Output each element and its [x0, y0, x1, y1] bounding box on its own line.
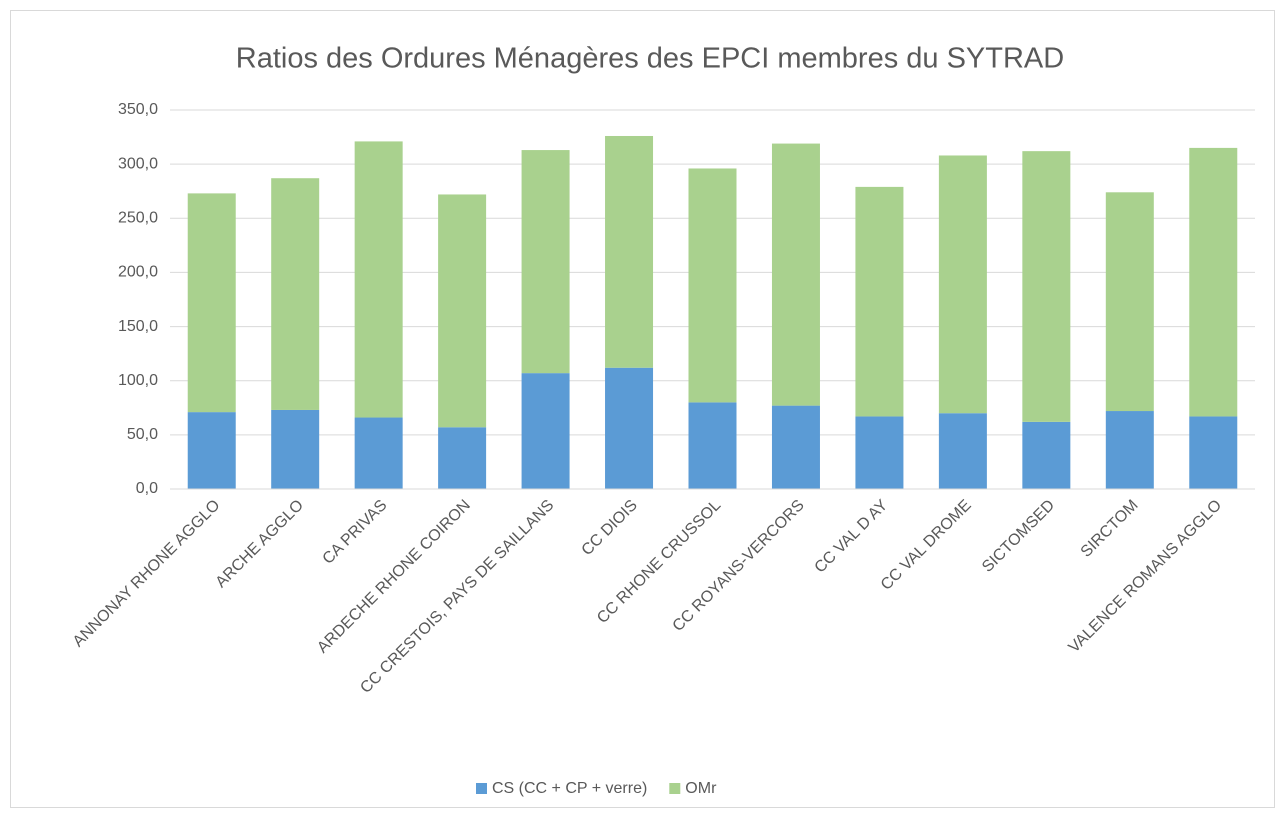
y-tick-label: 100,0	[118, 372, 158, 389]
bar-segment	[438, 427, 487, 489]
bar-segment	[605, 367, 654, 489]
bar-segment	[271, 178, 320, 410]
y-tick-label: 350,0	[118, 101, 158, 118]
chart-title: Ratios des Ordures Ménagères des EPCI me…	[236, 43, 1064, 75]
bar-segment	[688, 168, 737, 403]
bar-segment	[1189, 147, 1238, 417]
bar-segment	[271, 409, 320, 489]
bar-segment	[771, 143, 820, 406]
y-tick-label: 250,0	[118, 210, 158, 227]
bar-segment	[1022, 151, 1071, 422]
y-tick-label: 200,0	[118, 264, 158, 281]
legend-label: CS (CC + CP + verre)	[492, 780, 647, 797]
bar-segment	[938, 155, 987, 414]
bar-segment	[1105, 192, 1154, 412]
bar-segment	[855, 186, 904, 417]
bar-segment	[1189, 416, 1238, 489]
bar-segment	[521, 373, 570, 489]
bar-segment	[688, 402, 737, 489]
legend-swatch	[669, 783, 681, 794]
bar-segment	[521, 150, 570, 374]
bar-segment	[438, 194, 487, 428]
bar-segment	[855, 416, 904, 489]
bar-segment	[605, 135, 654, 368]
bar-segment	[1105, 411, 1154, 489]
bar-segment	[938, 413, 987, 489]
bar-segment	[354, 417, 403, 489]
bar-segment	[187, 412, 236, 489]
y-tick-label: 300,0	[118, 155, 158, 172]
y-tick-label: 0,0	[136, 480, 158, 497]
legend-label: OMr	[685, 780, 717, 797]
bar-segment	[1022, 421, 1071, 489]
bar-segment	[771, 405, 820, 489]
bar-segment	[187, 193, 236, 413]
legend-swatch	[476, 783, 487, 794]
y-tick-label: 150,0	[118, 318, 158, 335]
y-tick-label: 50,0	[127, 426, 158, 443]
bar-segment	[354, 141, 403, 418]
